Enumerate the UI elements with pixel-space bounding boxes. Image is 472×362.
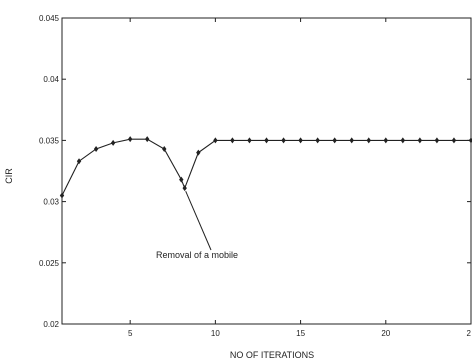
data-point	[179, 176, 184, 183]
x-tick-label: 2	[467, 329, 472, 338]
data-point	[298, 137, 303, 144]
x-tick-label: 15	[296, 329, 305, 338]
data-point	[213, 137, 218, 144]
series-line	[61, 138, 471, 196]
data-point	[145, 136, 150, 143]
data-point	[264, 137, 269, 144]
plot-frame	[61, 17, 472, 325]
y-tick-label: 0.03	[43, 198, 59, 207]
axes-group	[61, 17, 472, 325]
x-tick-label: 10	[211, 329, 220, 338]
data-point	[281, 137, 286, 144]
ticks-group: 0.02 0.025 0.03 0.035 0.04 0.045 5 10 15 20 2	[39, 14, 472, 338]
data-point	[110, 139, 116, 146]
data-point	[196, 149, 201, 156]
data-point	[162, 145, 167, 152]
series-group	[59, 136, 472, 199]
data-point	[451, 137, 457, 144]
data-point	[93, 145, 99, 152]
annotation-arrow	[185, 190, 212, 251]
y-tick-label: 0.035	[39, 136, 60, 145]
data-point	[59, 192, 65, 199]
y-axis-label: CIR	[4, 168, 14, 184]
y-tick-label: 0.025	[39, 259, 60, 268]
data-point	[349, 137, 354, 144]
y-tick-label: 0.04	[43, 75, 59, 84]
y-tick-label: 0.045	[39, 14, 60, 23]
data-point	[182, 185, 187, 192]
x-tick-label: 20	[381, 329, 390, 338]
x-tick-label: 5	[128, 329, 133, 338]
data-point	[247, 137, 252, 144]
data-point	[468, 137, 472, 144]
data-point	[383, 137, 388, 144]
annotation-text: Removal of a mobile	[156, 250, 238, 260]
data-point	[230, 137, 235, 144]
data-point	[400, 137, 406, 144]
data-point	[417, 137, 423, 144]
x-axis-label: NO OF ITERATIONS	[230, 350, 314, 360]
data-point	[332, 137, 337, 144]
data-point	[366, 137, 371, 144]
data-point	[315, 137, 320, 144]
y-tick-label: 0.02	[43, 320, 59, 329]
data-point	[434, 137, 440, 144]
annotations-group: Removal of a mobile	[156, 190, 238, 260]
data-point	[127, 136, 133, 143]
data-point	[76, 158, 82, 165]
